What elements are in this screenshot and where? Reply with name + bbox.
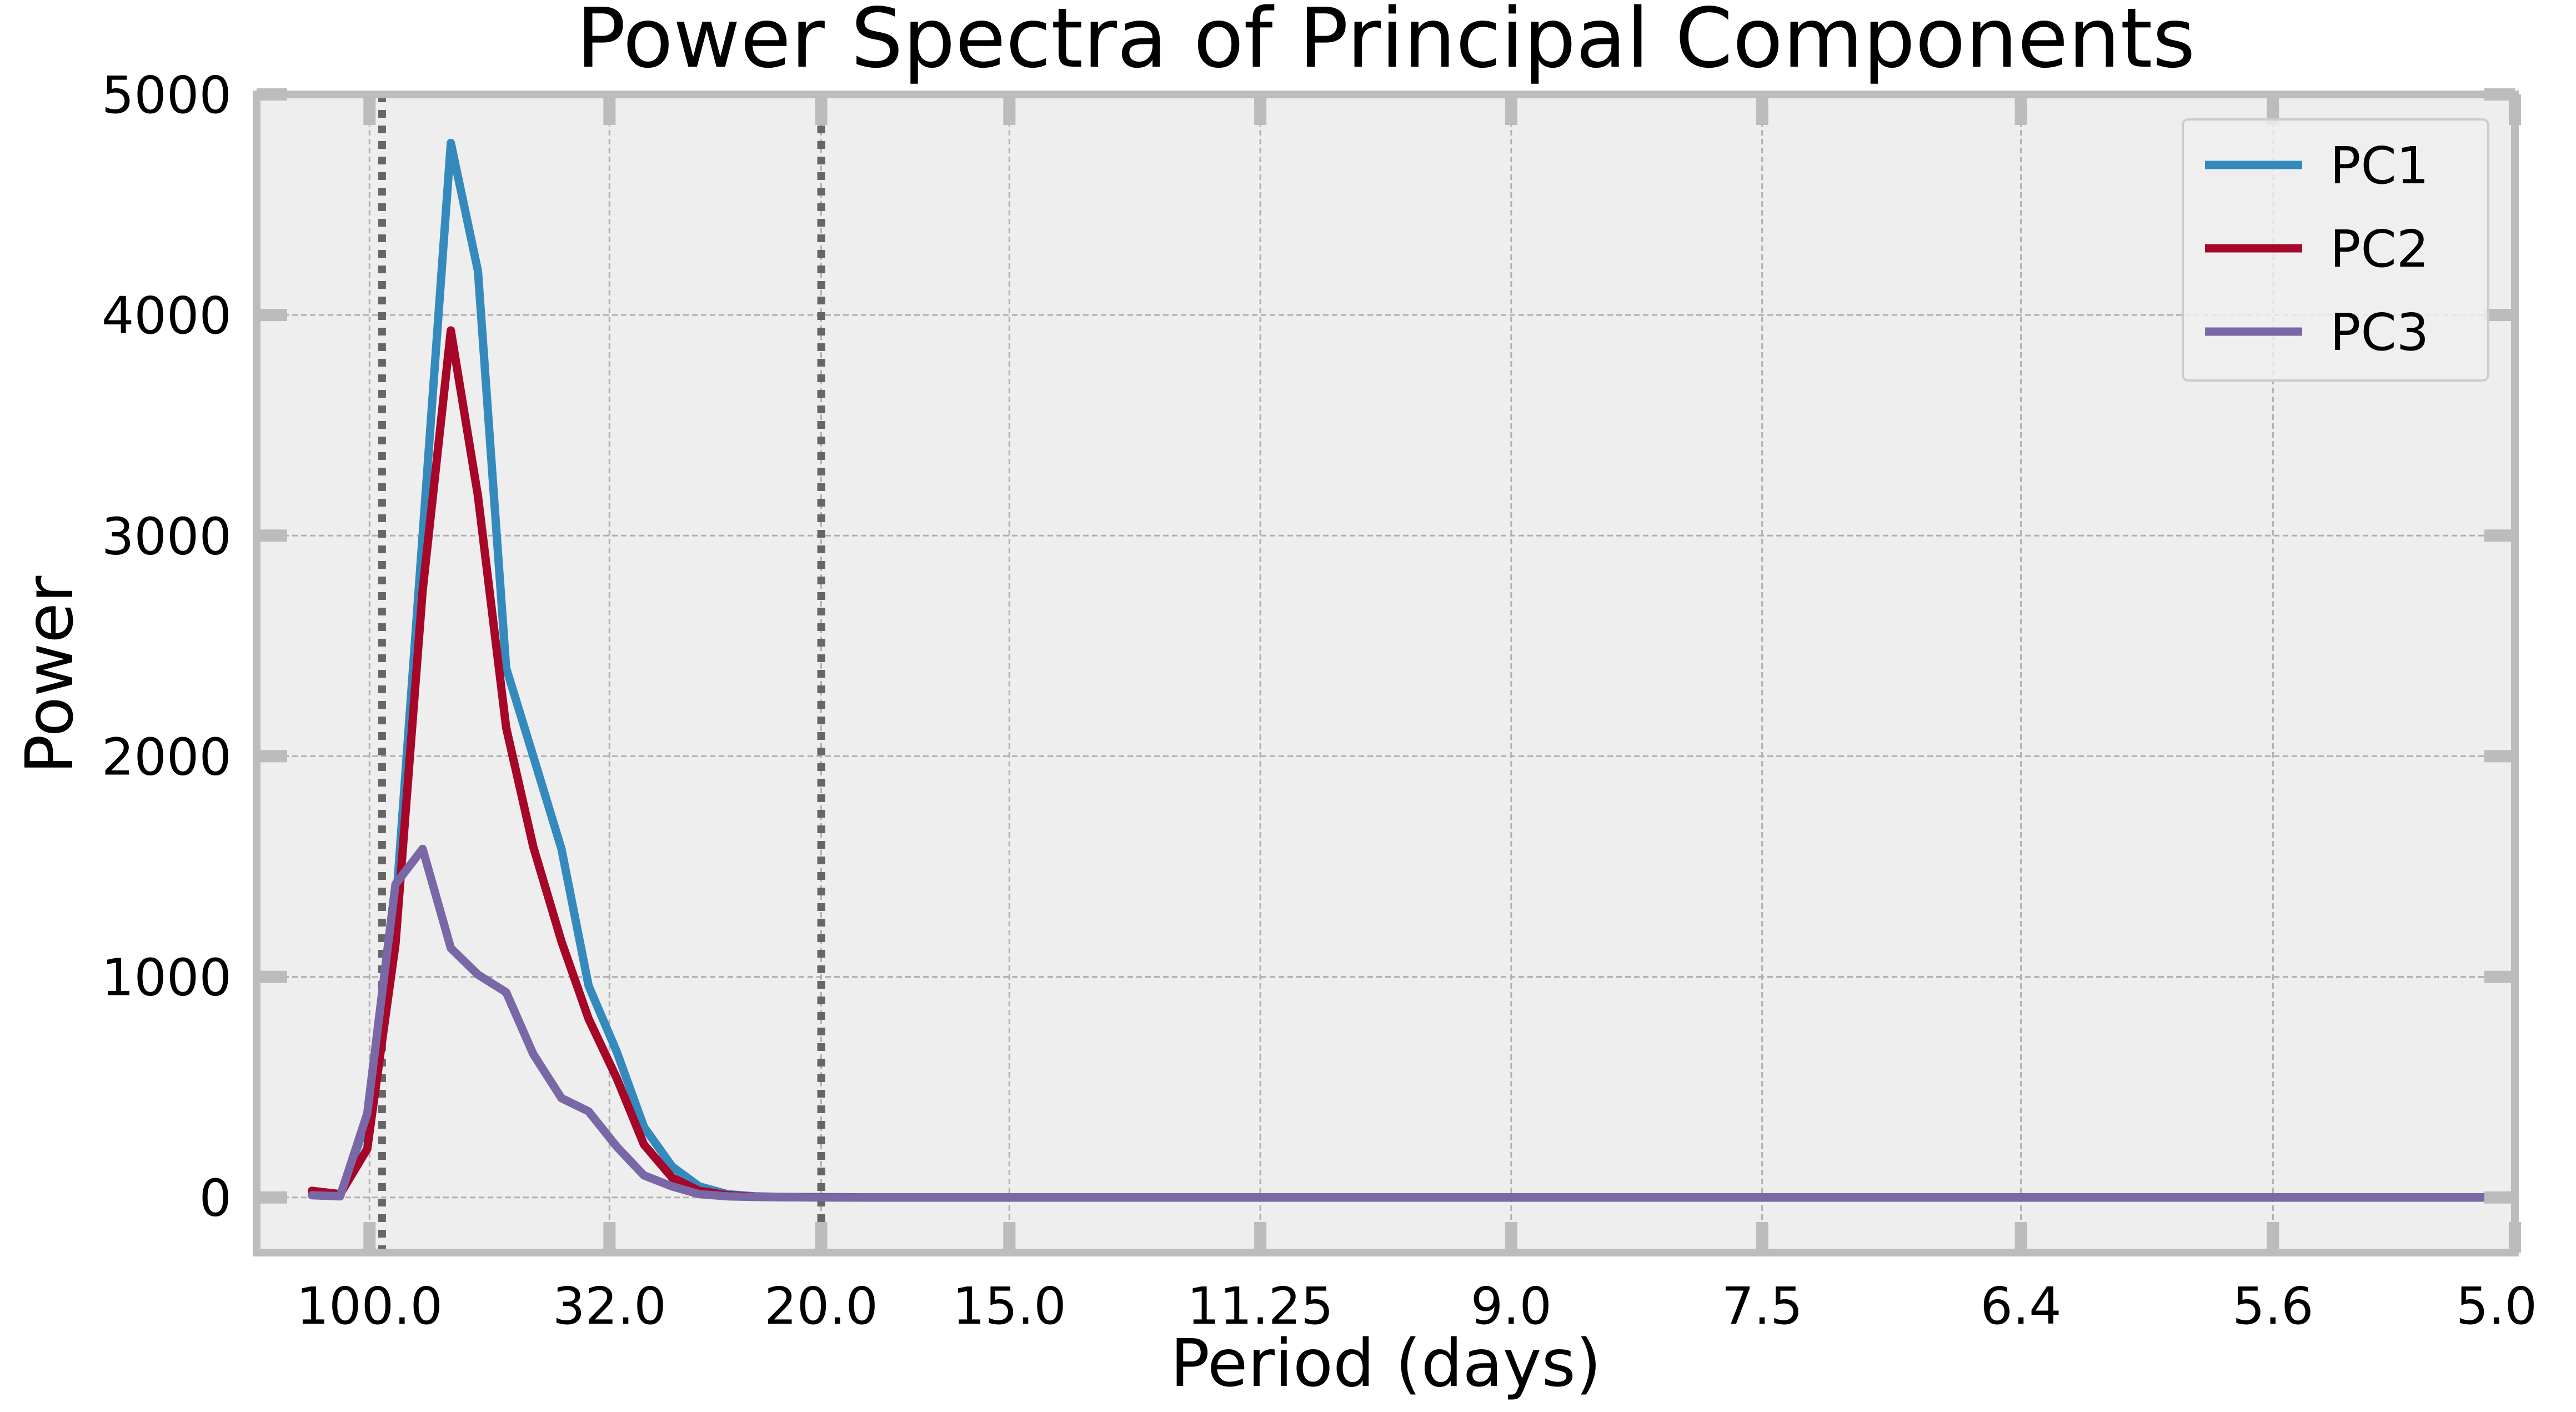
chart-title: Power Spectra of Principal Components (576, 0, 2195, 86)
x-tick-label: 100.0 (297, 1276, 443, 1336)
x-tick-label: 6.4 (1980, 1276, 2061, 1336)
legend-label-pc3: PC3 (2330, 303, 2429, 362)
legend: PC1 PC2 PC3 (2182, 118, 2489, 382)
x-tick-label: 15.0 (953, 1276, 1066, 1336)
y-tick-label: 3000 (102, 507, 232, 566)
x-tick-label: 32.0 (553, 1276, 666, 1336)
legend-box (2182, 118, 2489, 382)
plot-background (257, 94, 2515, 1253)
series-line-pc3 (308, 844, 2519, 1202)
x-axis-label: Period (days) (1170, 1325, 1601, 1401)
x-tick-label: 9.0 (1471, 1276, 1552, 1336)
y-tick-label: 2000 (102, 727, 232, 787)
y-tick-label: 1000 (102, 948, 232, 1008)
x-tick-label: 7.5 (1722, 1276, 1803, 1336)
y-tick-label: 0 (199, 1169, 232, 1228)
plot-frame (253, 91, 2519, 1256)
x-tick-label: 11.25 (1187, 1276, 1333, 1336)
x-tick-label: 5.0 (2456, 1276, 2537, 1336)
legend-label-pc2: PC2 (2330, 219, 2429, 279)
y-axis-label: Power (11, 575, 88, 774)
legend-label-pc1: PC1 (2330, 136, 2429, 196)
y-tick-label: 5000 (102, 66, 232, 125)
y-tick-label: 4000 (102, 286, 232, 346)
x-tick-label: 5.6 (2232, 1276, 2313, 1336)
x-tick-label: 20.0 (764, 1276, 878, 1336)
